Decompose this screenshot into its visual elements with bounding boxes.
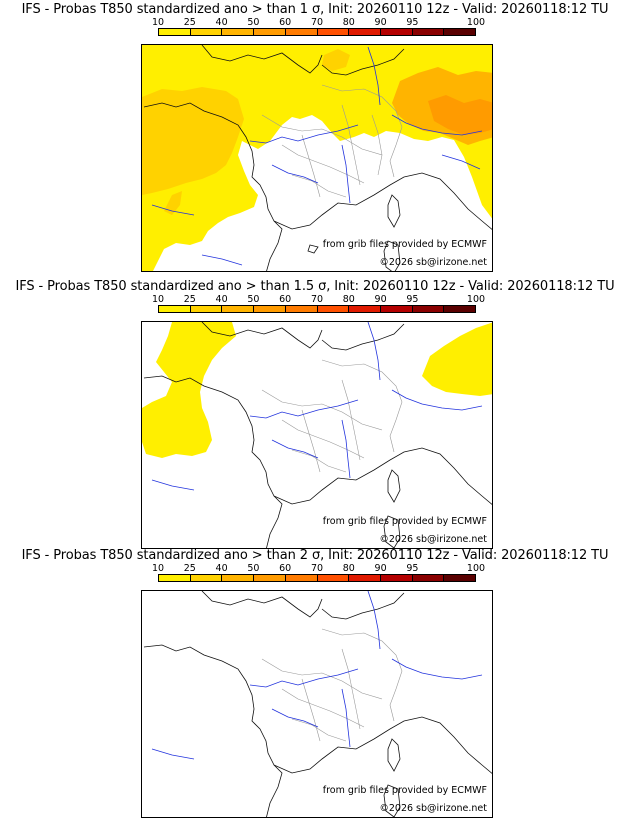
credit-source: from grib files provided by ECMWF [322,239,487,250]
credit-copyright: ©2026 sb@irizone.net [379,534,487,545]
colorbar-segment [444,575,476,581]
colorbar [158,28,476,36]
panel-title: IFS - Probas T850 standardized ano > tha… [15,279,615,294]
colorbar-tick-label: 95 [406,294,419,305]
colorbar-tick-label: 40 [215,17,228,28]
colorbar-segment [190,575,223,581]
colorbar-segment [349,575,381,581]
credit-copyright: ©2026 sb@irizone.net [379,803,487,814]
colorbar-segment [412,575,445,581]
colorbar-tick-label: 100 [466,294,486,305]
colorbar-segment [222,29,255,35]
colorbar-segment [285,575,318,581]
colorbar-segment [159,306,191,312]
prob-area-40-east [428,95,492,135]
colorbar-segment [254,306,286,312]
colorbar-tick-label: 90 [374,17,387,28]
coastline-med [273,172,492,230]
colorbar-segment [412,29,445,35]
colorbar-tick-label: 50 [247,294,260,305]
panel-title: IFS - Probas T850 standardized ano > tha… [21,548,609,563]
colorbar-segment [222,306,255,312]
colorbar-tick-label: 60 [279,563,292,574]
colorbar-tick-label: 100 [466,17,486,28]
colorbar-tick-label: 25 [183,17,196,28]
colorbar-tick-label: 90 [374,294,387,305]
coastline-north [321,48,405,76]
colorbar-tick-label: 95 [406,17,419,28]
panel-title: IFS - Probas T850 standardized ano > tha… [21,2,609,17]
colorbar-segment [349,306,381,312]
probability-map: from grib files provided by ECMWF ©2026 … [141,321,493,549]
credit-source: from grib files provided by ECMWF [322,785,487,796]
credit-copyright: ©2026 sb@irizone.net [379,257,487,268]
colorbar-segment [380,575,413,581]
colorbar-tick-label: 10 [151,294,165,305]
colorbar-segment [317,575,350,581]
prob-area-10-east [422,322,492,396]
prob-area-10-sw [166,217,200,241]
colorbar-segment [254,575,286,581]
colorbar-labels: 10 25 40 50 60 70 80 90 95 100 [150,294,490,305]
colorbar-tick-label: 10 [151,563,165,574]
colorbar-segment [254,29,286,35]
colorbar-segment [349,29,381,35]
colorbar-tick-label: 95 [406,563,419,574]
colorbar-tick-label: 50 [247,17,260,28]
colorbar-segment [444,306,476,312]
coastline [143,102,283,271]
coastline-uk [201,45,323,74]
credit-source: from grib files provided by ECMWF [322,516,487,527]
prob-area-10-west [142,322,236,458]
colorbar-segment [190,306,223,312]
panel-1: IFS - Probas T850 standardized ano > tha… [0,2,630,272]
colorbar-tick-label: 25 [183,563,196,574]
balearic [307,244,319,254]
colorbar-segment [412,306,445,312]
prob-area-25-b [164,191,182,215]
probability-map: from grib files provided by ECMWF ©2026 … [141,44,493,272]
colorbar-tick-label: 80 [342,294,355,305]
colorbar-tick-label: 90 [374,563,387,574]
panel-2: IFS - Probas T850 standardized ano > tha… [0,279,630,549]
colorbar-segment [444,29,476,35]
colorbar-segment [380,306,413,312]
colorbar-tick-label: 25 [183,294,196,305]
colorbar-labels: 10 25 40 50 60 70 80 90 95 100 [150,17,490,28]
colorbar-tick-label: 60 [279,294,292,305]
colorbar-tick-label: 70 [310,563,324,574]
colorbar-segment [222,575,255,581]
prob-area-25-north [322,49,350,71]
colorbar-tick-label: 80 [342,563,355,574]
colorbar-tick-label: 10 [151,17,165,28]
colorbar-segment [159,29,191,35]
colorbar-segment [380,29,413,35]
corsica [387,194,401,228]
colorbar-segment [159,575,191,581]
colorbar-tick-label: 100 [466,563,486,574]
colorbar-tick-label: 50 [247,563,260,574]
colorbar-segment [190,29,223,35]
colorbar-tick-label: 40 [215,294,228,305]
panel-3: IFS - Probas T850 standardized ano > tha… [0,548,630,818]
colorbar-tick-label: 40 [215,563,228,574]
prob-area-25 [142,87,244,195]
colorbar-tick-label: 60 [279,17,292,28]
colorbar-labels: 10 25 40 50 60 70 80 90 95 100 [150,563,490,574]
sardinia [383,240,401,271]
colorbar-segment [317,306,350,312]
colorbar-tick-label: 70 [310,294,324,305]
colorbar-segment [285,306,318,312]
colorbar [158,574,476,582]
colorbar-segment [285,29,318,35]
colorbar [158,305,476,313]
colorbar-tick-label: 80 [342,17,355,28]
colorbar-tick-label: 70 [310,17,324,28]
probability-map: from grib files provided by ECMWF ©2026 … [141,590,493,818]
colorbar-segment [317,29,350,35]
